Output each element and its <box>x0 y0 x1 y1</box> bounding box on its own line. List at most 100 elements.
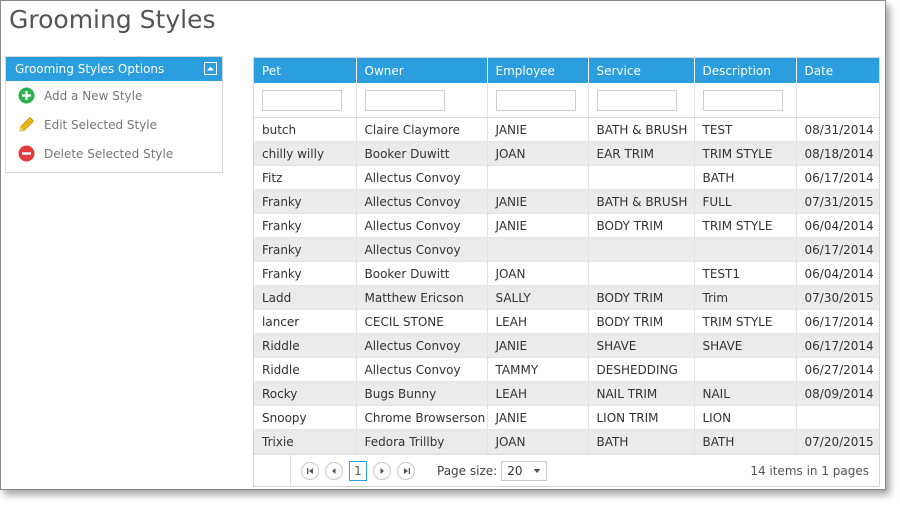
cell-date: 07/20/2015 <box>796 429 879 454</box>
delete-circle-icon <box>17 145 35 163</box>
cell-employee: JANIE <box>487 213 589 238</box>
column-header-employee[interactable]: Employee <box>487 58 589 83</box>
cell-employee: JOAN <box>487 261 589 286</box>
last-page-button[interactable] <box>397 462 415 480</box>
filter-input-description[interactable] <box>702 89 783 111</box>
cell-owner: Claire Claymore <box>356 117 488 142</box>
collapse-panel-button[interactable] <box>204 62 217 75</box>
cell-employee: LEAH <box>487 309 589 334</box>
filter-input-pet[interactable] <box>262 89 342 111</box>
table-row[interactable]: chilly willy Booker Duwitt JOAN EAR TRIM TRI… <box>254 141 879 166</box>
cell-pet: Franky <box>254 213 357 238</box>
table-row[interactable]: Franky Allectus Convoy JANIE BODY TRIM TRIM … <box>254 213 879 238</box>
cell-owner: Allectus Convoy <box>356 357 488 382</box>
cell-pet: lancer <box>254 309 357 334</box>
cell-pet: Franky <box>254 237 357 262</box>
page-size-label: Page size: <box>437 464 498 478</box>
table-row[interactable]: Franky Allectus Convoy 06/17/2014 <box>254 237 879 262</box>
cell-date: 08/31/2014 <box>796 117 879 142</box>
cell-service <box>588 261 695 286</box>
cell-description: Trim <box>694 285 797 310</box>
table-row[interactable]: lancer CECIL STONE LEAH BODY TRIM TRIM STYLE… <box>254 309 879 334</box>
column-header-date[interactable]: Date <box>796 58 879 83</box>
column-header-service[interactable]: Service <box>588 58 695 83</box>
previous-page-icon <box>332 468 336 474</box>
pencil-icon <box>17 116 35 134</box>
filter-input-service[interactable] <box>596 89 677 111</box>
cell-description: BATH <box>694 429 797 454</box>
cell-description: SHAVE <box>694 333 797 358</box>
cell-description <box>694 237 797 262</box>
cell-owner: Bugs Bunny <box>356 381 488 406</box>
table-row[interactable]: Trixie Fedora Trillby JOAN BATH BATH 07/20/20… <box>254 429 879 454</box>
cell-description: NAIL <box>694 381 797 406</box>
table-row[interactable]: butch Claire Claymore JANIE BATH & BRUSH TES… <box>254 117 879 142</box>
cell-employee: JANIE <box>487 405 589 430</box>
delete-style-item[interactable]: Delete Selected Style <box>6 139 222 168</box>
page-title: Grooming Styles <box>9 5 216 34</box>
cell-service: NAIL TRIM <box>588 381 695 406</box>
cell-description: BATH <box>694 165 797 190</box>
cell-employee: SALLY <box>487 285 589 310</box>
page-size-select[interactable]: 20 <box>501 461 548 481</box>
page-size-value: 20 <box>507 464 523 478</box>
grid-table: Pet Owner Employee Service Description D… <box>254 58 879 454</box>
filter-input-owner[interactable] <box>364 89 445 111</box>
table-row[interactable]: Riddle Allectus Convoy TAMMY DESHEDDING 06/2… <box>254 357 879 382</box>
cell-date: 06/27/2014 <box>796 357 879 382</box>
grooming-styles-grid: Pet Owner Employee Service Description D… <box>253 57 880 487</box>
cell-employee: LEAH <box>487 381 589 406</box>
column-header-owner[interactable]: Owner <box>356 58 488 83</box>
current-page-number[interactable]: 1 <box>349 461 367 481</box>
cell-owner: Fedora Trillby <box>356 429 488 454</box>
next-page-icon <box>380 468 384 474</box>
edit-style-item[interactable]: Edit Selected Style <box>6 110 222 139</box>
options-panel: Grooming Styles Options Add a New Style … <box>5 56 223 173</box>
cell-description <box>694 357 797 382</box>
cell-employee: JOAN <box>487 429 589 454</box>
table-row[interactable]: Franky Booker Duwitt JOAN TEST1 06/04/2014 <box>254 261 879 286</box>
table-row[interactable]: Riddle Allectus Convoy JANIE SHAVE SHAVE 06/1… <box>254 333 879 358</box>
cell-date: 06/04/2014 <box>796 261 879 286</box>
add-style-item[interactable]: Add a New Style <box>6 81 222 110</box>
table-row[interactable]: Franky Allectus Convoy JANIE BATH & BRUSH FU… <box>254 189 879 214</box>
cell-service <box>588 237 695 262</box>
previous-page-button[interactable] <box>325 462 343 480</box>
filter-input-employee[interactable] <box>495 89 576 111</box>
options-panel-header: Grooming Styles Options <box>6 57 222 81</box>
cell-pet: chilly willy <box>254 141 357 166</box>
cell-owner: Allectus Convoy <box>356 237 488 262</box>
table-row[interactable]: Ladd Matthew Ericson SALLY BODY TRIM Trim 07/… <box>254 285 879 310</box>
cell-date: 07/31/2015 <box>796 189 879 214</box>
table-row[interactable]: Fitz Allectus Convoy BATH 06/17/2014 <box>254 165 879 190</box>
cell-date: 06/17/2014 <box>796 165 879 190</box>
cell-date: 06/17/2014 <box>796 309 879 334</box>
cell-pet: Fitz <box>254 165 357 190</box>
table-row[interactable]: Rocky Bugs Bunny LEAH NAIL TRIM NAIL 08/09/20… <box>254 381 879 406</box>
cell-pet: Rocky <box>254 381 357 406</box>
cell-owner: Allectus Convoy <box>356 189 488 214</box>
cell-employee: JANIE <box>487 117 589 142</box>
edit-style-label: Edit Selected Style <box>44 117 158 132</box>
cell-date: 06/17/2014 <box>796 237 879 262</box>
cell-employee: JANIE <box>487 189 589 214</box>
first-page-button[interactable] <box>301 462 319 480</box>
cell-employee <box>487 237 589 262</box>
next-page-button[interactable] <box>373 462 391 480</box>
cell-owner: Allectus Convoy <box>356 165 488 190</box>
cell-description: TRIM STYLE <box>694 309 797 334</box>
cell-date: 08/18/2014 <box>796 141 879 166</box>
cell-pet: Trixie <box>254 429 357 454</box>
column-header-description[interactable]: Description <box>694 58 797 83</box>
cell-date <box>796 405 879 430</box>
pager-spacer <box>254 455 291 487</box>
cell-owner: Booker Duwitt <box>356 261 488 286</box>
column-header-pet[interactable]: Pet <box>254 58 357 83</box>
cell-service: BODY TRIM <box>588 285 695 310</box>
cell-owner: Matthew Ericson <box>356 285 488 310</box>
cell-pet: Franky <box>254 261 357 286</box>
cell-pet: butch <box>254 117 357 142</box>
cell-owner: CECIL STONE <box>356 309 488 334</box>
table-row[interactable]: Snoopy Chrome Browserson JANIE LION TRIM LIO… <box>254 405 879 430</box>
app-window: Grooming Styles Grooming Styles Options … <box>0 0 886 490</box>
